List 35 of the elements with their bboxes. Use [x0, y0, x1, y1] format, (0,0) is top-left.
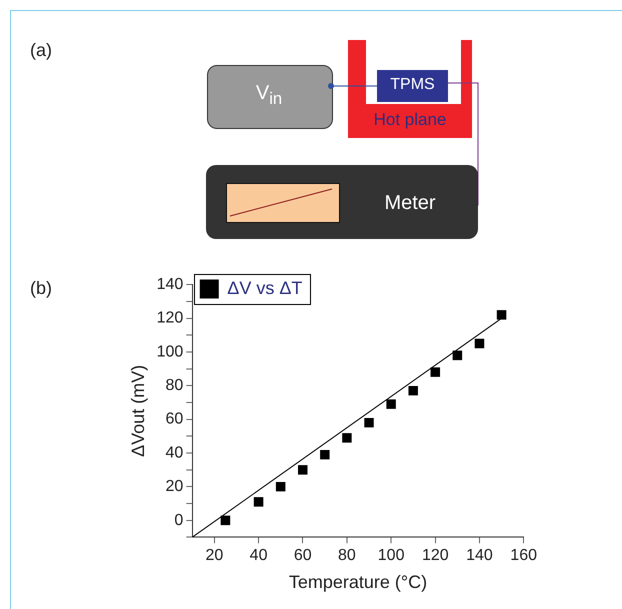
point — [496, 310, 506, 320]
point — [474, 338, 484, 348]
y-tick-label: 100 — [156, 343, 184, 360]
point — [408, 386, 418, 396]
point — [342, 433, 352, 443]
x-tick-label: 40 — [250, 547, 268, 564]
point — [430, 367, 440, 377]
y-tick-label: 40 — [166, 444, 184, 462]
text: (b) — [30, 278, 52, 299]
point — [452, 350, 462, 360]
x-axis-title: Temperature (°C) — [288, 572, 428, 592]
point — [276, 482, 286, 492]
text: (a) — [30, 40, 52, 61]
x-tick-label: 160 — [510, 547, 538, 564]
point — [254, 497, 264, 507]
text: V$_{in}$ — [254, 82, 284, 109]
point — [220, 516, 230, 526]
x-tick-label: 20 — [205, 547, 224, 564]
x-tick-label: 80 — [338, 547, 356, 564]
x-tick-label: 60 — [294, 547, 312, 564]
x-tick-label: 100 — [378, 547, 405, 564]
y-tick-label: 20 — [166, 478, 184, 496]
point — [320, 450, 330, 460]
y-tick-label: 60 — [166, 410, 184, 428]
point — [364, 418, 374, 428]
y-tick-label: 0 — [174, 512, 184, 529]
y-tick-label: 120 — [156, 310, 184, 327]
legend-label: ΔV vs ΔT — [227, 278, 302, 298]
y-tick-label: 80 — [166, 377, 184, 394]
x-tick-label: 120 — [422, 547, 449, 564]
point — [386, 399, 396, 409]
y-axis-title: ΔVout (mV) — [128, 364, 148, 457]
x-tick-label: 140 — [466, 547, 493, 564]
point — [298, 465, 308, 475]
y-tick-label: 140 — [156, 276, 184, 294]
